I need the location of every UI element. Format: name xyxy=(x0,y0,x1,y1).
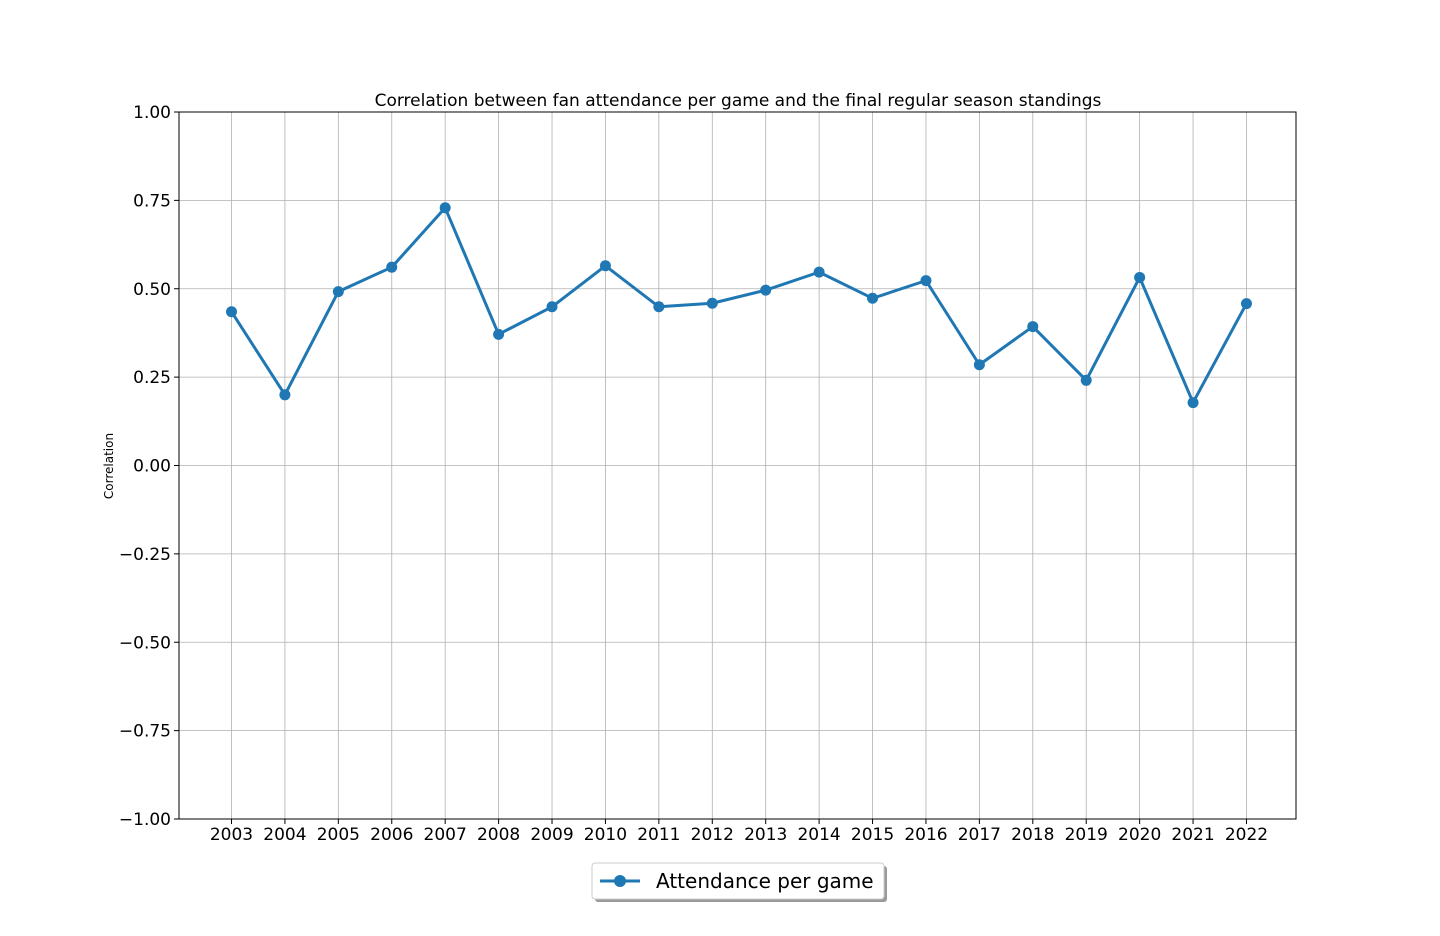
y-tick-label: 1.00 xyxy=(133,103,171,123)
x-tick-label: 2006 xyxy=(370,825,413,845)
y-tick-label: 0.75 xyxy=(133,191,171,211)
data-point xyxy=(653,301,665,313)
legend-label: Attendance per game xyxy=(656,869,874,893)
data-point xyxy=(1134,271,1146,283)
x-tick-label: 2009 xyxy=(530,825,573,845)
grid xyxy=(179,111,1296,820)
y-tick-label: 0.25 xyxy=(133,368,171,388)
x-tick-label: 2008 xyxy=(477,825,520,845)
data-point xyxy=(226,306,237,318)
x-tick-label: 2015 xyxy=(851,825,894,845)
data-point xyxy=(386,261,398,273)
x-tick-label: 2022 xyxy=(1225,825,1268,845)
x-tick-label: 2011 xyxy=(637,825,680,845)
x-tick-label: 2017 xyxy=(958,825,1001,845)
plot-frame xyxy=(178,111,1297,820)
data-point xyxy=(1187,397,1199,409)
data-point xyxy=(599,260,611,272)
x-tick-label: 2013 xyxy=(744,825,787,845)
y-axis-ticks: 1.00 0.75 0.50 0.25 0.00 −0.25 −0.50 −0.75 −1.00 xyxy=(119,103,179,830)
data-point xyxy=(760,284,772,296)
y-tick-label: −0.25 xyxy=(119,545,171,565)
data-point xyxy=(973,359,985,371)
data-point xyxy=(706,297,718,309)
data-point xyxy=(867,292,879,304)
y-tick-label: 0.50 xyxy=(133,280,171,300)
y-tick-label: −0.75 xyxy=(119,722,171,742)
x-tick-label: 2003 xyxy=(210,825,253,845)
x-axis-ticks: 2003 2004 2005 2006 2007 2008 2009 2010 2011 2012… xyxy=(210,819,1268,845)
data-point xyxy=(279,389,291,401)
x-tick-label: 2012 xyxy=(691,825,734,845)
data-point xyxy=(920,275,932,287)
x-tick-label: 2018 xyxy=(1011,825,1054,845)
data-point xyxy=(1240,298,1252,310)
legend: Attendance per game xyxy=(591,862,887,902)
y-tick-label: 0.00 xyxy=(133,457,171,477)
x-tick-label: 2016 xyxy=(904,825,947,845)
data-point xyxy=(813,266,825,278)
data-point xyxy=(546,301,558,313)
series-layer xyxy=(226,202,1252,409)
x-tick-label: 2019 xyxy=(1065,825,1108,845)
data-point xyxy=(1080,374,1092,386)
chart-title: Correlation between fan attendance per g… xyxy=(375,91,1102,111)
series-line xyxy=(230,206,1248,405)
data-point xyxy=(332,286,344,298)
x-tick-label: 2020 xyxy=(1118,825,1161,845)
x-tick-label: 2004 xyxy=(263,825,306,845)
x-tick-label: 2014 xyxy=(797,825,840,845)
data-point xyxy=(1027,321,1039,333)
y-axis-label: Correlation xyxy=(102,433,116,499)
data-point xyxy=(439,202,451,214)
x-tick-label: 2021 xyxy=(1171,825,1214,845)
x-tick-label: 2005 xyxy=(317,825,360,845)
legend-box xyxy=(591,862,885,900)
data-point xyxy=(493,328,505,340)
y-tick-label: −1.00 xyxy=(119,810,171,830)
x-tick-label: 2007 xyxy=(424,825,467,845)
x-tick-label: 2010 xyxy=(584,825,627,845)
y-tick-label: −0.50 xyxy=(119,633,171,653)
legend-point-marker xyxy=(614,875,626,887)
